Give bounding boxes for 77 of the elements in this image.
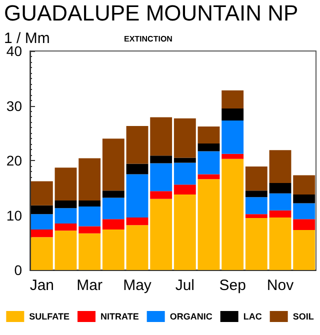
bar (150, 156, 172, 164)
bar (198, 179, 220, 270)
legend-label: SOIL (292, 312, 314, 322)
bar (293, 194, 316, 204)
bar (54, 200, 77, 208)
bar (54, 168, 77, 200)
bar (126, 225, 148, 270)
bar (245, 214, 268, 218)
bar (198, 126, 220, 144)
bar (150, 191, 172, 199)
bar (54, 230, 77, 270)
bar (174, 118, 196, 158)
bar (269, 210, 292, 218)
bar (293, 219, 316, 230)
chart-title: GUADALUPE MOUNTAIN NP (4, 0, 298, 26)
bar (102, 190, 124, 198)
x-tick-label: Nov (266, 277, 294, 294)
y-tick-label: 30 (6, 98, 22, 114)
x-tick-label: Mar (76, 277, 103, 294)
bar (102, 198, 124, 220)
bar (174, 158, 196, 163)
legend-label: LAC (243, 312, 262, 322)
bar (269, 193, 292, 210)
bar (102, 219, 124, 230)
bar (198, 174, 220, 180)
bar (198, 144, 220, 152)
bar (30, 237, 53, 270)
bar (245, 218, 268, 270)
bar (30, 229, 53, 238)
bar (245, 166, 268, 191)
bar (222, 108, 244, 121)
bar (222, 90, 244, 108)
bar (269, 150, 292, 183)
bar (150, 117, 172, 156)
y-tick-label: 10 (6, 207, 22, 224)
bar (293, 175, 316, 194)
bar (78, 226, 101, 234)
legend-label: ORGANIC (170, 312, 213, 322)
bar (78, 158, 101, 200)
bar (78, 233, 101, 270)
chart-subtitle: EXTINCTION (124, 34, 173, 44)
bar (102, 229, 124, 270)
bar (222, 158, 244, 270)
bar (174, 162, 196, 185)
bar (126, 174, 148, 218)
bar (126, 164, 148, 174)
y-tick-label: 20 (6, 152, 22, 168)
bar (269, 182, 292, 194)
bar (150, 163, 172, 192)
legend-label: SULFATE (29, 312, 70, 322)
bar (150, 198, 172, 270)
legend-label: NITRATE (100, 312, 139, 322)
bar (174, 184, 196, 194)
bar (293, 230, 316, 270)
bar (293, 203, 316, 220)
bar (78, 206, 101, 226)
bar (102, 138, 124, 191)
bar (54, 208, 77, 224)
bar (245, 190, 268, 198)
x-tick-label: May (123, 277, 152, 294)
bar (198, 151, 220, 174)
bar (30, 214, 53, 230)
bar (269, 217, 292, 270)
bar (126, 217, 148, 226)
x-tick-label: Jan (30, 277, 54, 294)
y-tick-label: 0 (14, 262, 22, 278)
x-tick-label: Sep (219, 277, 246, 294)
bar (222, 120, 244, 154)
bar (174, 194, 196, 270)
bar (30, 205, 53, 214)
bar (54, 223, 77, 231)
bar (78, 200, 101, 206)
bar (222, 154, 244, 159)
bar (30, 181, 53, 206)
bar (245, 197, 268, 214)
x-tick-label: Jul (175, 277, 195, 294)
bar (126, 126, 148, 164)
